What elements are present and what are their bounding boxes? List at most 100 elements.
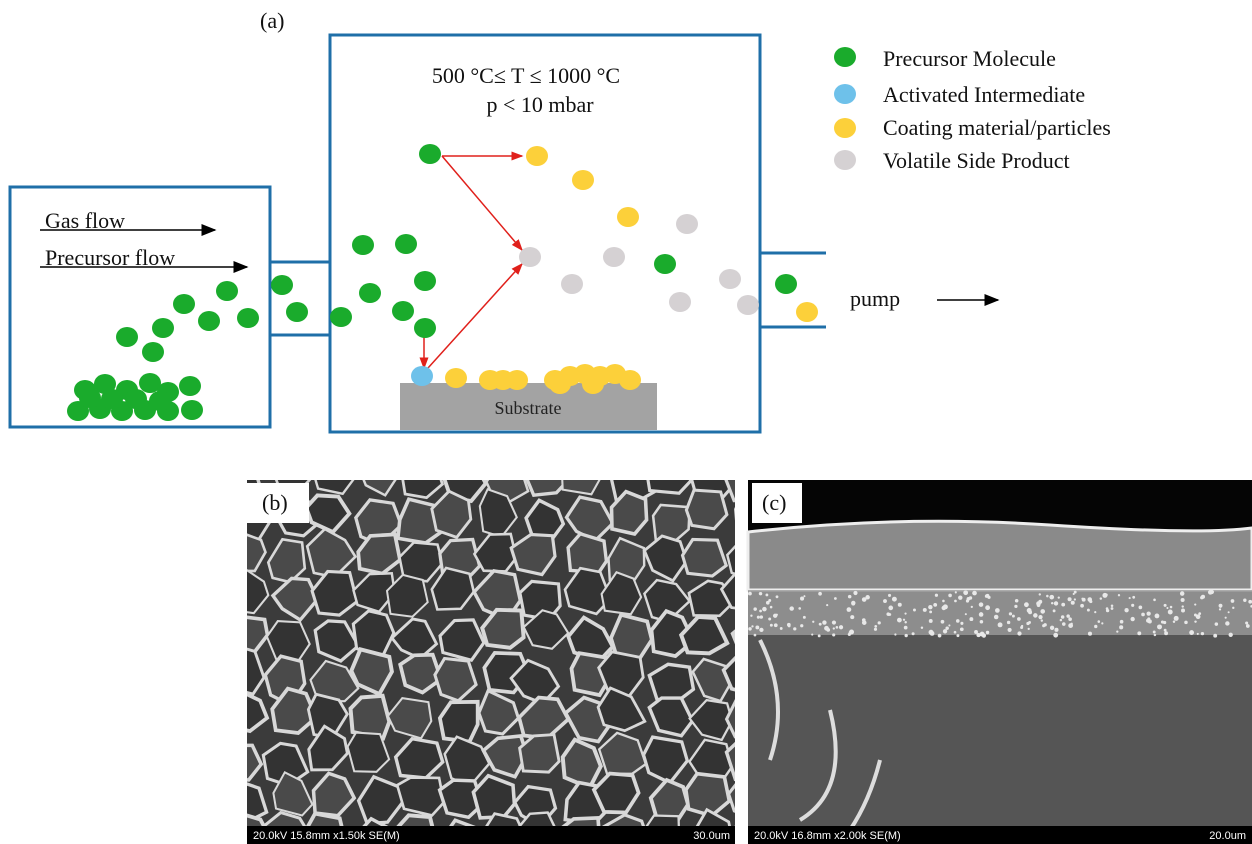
sem-speck: [773, 614, 777, 618]
sem-speck: [1100, 597, 1102, 599]
sem-speck: [822, 620, 826, 624]
sem-speck: [955, 591, 957, 593]
sem-speck: [1073, 593, 1075, 595]
sem-grain: [568, 534, 606, 572]
particle: [796, 302, 818, 322]
sem-speck: [1094, 611, 1096, 613]
sem-speck: [1164, 631, 1168, 635]
sem-speck: [874, 628, 877, 631]
sem-speck: [776, 595, 779, 598]
sem-speck: [800, 624, 803, 627]
particle: [216, 281, 238, 301]
reaction-arrow: [428, 264, 522, 368]
panel-label: (c): [762, 490, 786, 515]
sem-speck: [1157, 624, 1162, 629]
sem-speck: [774, 623, 778, 627]
sem-speck: [760, 615, 763, 618]
particle: [237, 308, 259, 328]
sem-speck: [780, 627, 783, 630]
sem-grain: [562, 451, 602, 495]
particle: [286, 302, 308, 322]
particle: [619, 370, 641, 390]
sem-speck: [787, 623, 791, 627]
sem-speck: [1074, 598, 1076, 600]
sem-speck: [1120, 620, 1124, 624]
particle: [330, 307, 352, 327]
sem-speck: [748, 592, 752, 596]
sem-speck: [753, 607, 756, 610]
sem-speck: [754, 634, 757, 637]
sem-speck: [1246, 624, 1250, 628]
sem-speck: [1225, 621, 1229, 625]
sem-speck: [976, 633, 980, 637]
sem-speck: [762, 607, 767, 612]
sem-speck: [1173, 620, 1175, 622]
sem-speck: [956, 619, 960, 623]
sem-speck: [798, 607, 801, 610]
particle: [414, 318, 436, 338]
sem-speck: [833, 627, 835, 629]
sem-speck: [1154, 634, 1157, 637]
sem-speck: [1116, 630, 1118, 632]
sem-speck: [1098, 620, 1101, 623]
sem-speck: [1194, 604, 1196, 606]
sem-grain: [563, 740, 601, 788]
sem-speck: [972, 591, 977, 596]
sem-speck: [759, 610, 762, 613]
sem-speck: [832, 633, 835, 636]
sem-speck: [1166, 607, 1168, 609]
sem-speck: [969, 617, 973, 621]
sem-speck: [751, 625, 753, 627]
panel-b: (b) 20.0kV 15.8mm x1.50k SE(M) 30.0um: [218, 449, 779, 844]
sem-speck: [1198, 612, 1201, 615]
sem-speck: [1101, 622, 1103, 624]
sem-speck: [1049, 595, 1054, 600]
particle: [737, 295, 759, 315]
sem-speck: [1111, 607, 1114, 610]
sem-speck: [1033, 613, 1038, 618]
particle: [561, 274, 583, 294]
particle: [834, 118, 856, 138]
sem-speck: [1197, 633, 1199, 635]
sem-speck: [1201, 595, 1205, 599]
sem-speck: [1017, 631, 1021, 635]
sem-speck: [1087, 609, 1090, 612]
particle: [414, 271, 436, 291]
particle: [669, 292, 691, 312]
sem-speck: [836, 626, 839, 629]
sem-speck: [1046, 595, 1049, 598]
sem-speck: [938, 634, 942, 638]
particle: [411, 366, 433, 386]
particle: [654, 254, 676, 274]
sem-speck: [1106, 609, 1109, 612]
legend-label: Precursor Molecule: [883, 46, 1056, 71]
particle: [395, 234, 417, 254]
sem-coating: [748, 521, 1252, 590]
sem-speck: [1168, 610, 1173, 615]
sem-speck: [912, 632, 915, 635]
sem-speck: [1141, 613, 1145, 617]
sem-speck: [862, 597, 867, 602]
particle: [271, 275, 293, 295]
sem-speck: [974, 630, 978, 634]
particle: [617, 207, 639, 227]
sem-speck: [1137, 631, 1141, 635]
panel-label: (a): [260, 8, 284, 33]
particle: [834, 47, 856, 67]
sem-speck: [768, 599, 771, 602]
sem-speck: [1119, 625, 1123, 629]
sem-speck: [1061, 603, 1065, 607]
sem-speck: [1163, 621, 1166, 624]
sem-speck: [969, 596, 972, 599]
figure: (a) Substrate 500 °C≤ T ≤ 1000 °C p < 10…: [0, 0, 1252, 844]
particle: [506, 370, 528, 390]
sem-speck: [1228, 611, 1230, 613]
sem-speck: [948, 624, 950, 626]
sem-speck: [1174, 616, 1179, 621]
sem-speck: [1068, 597, 1072, 601]
sem-speck: [1061, 615, 1065, 619]
particle: [572, 170, 594, 190]
sem-speck: [1180, 591, 1185, 596]
sem-speck: [1243, 598, 1246, 601]
sem-speck: [1066, 614, 1070, 618]
